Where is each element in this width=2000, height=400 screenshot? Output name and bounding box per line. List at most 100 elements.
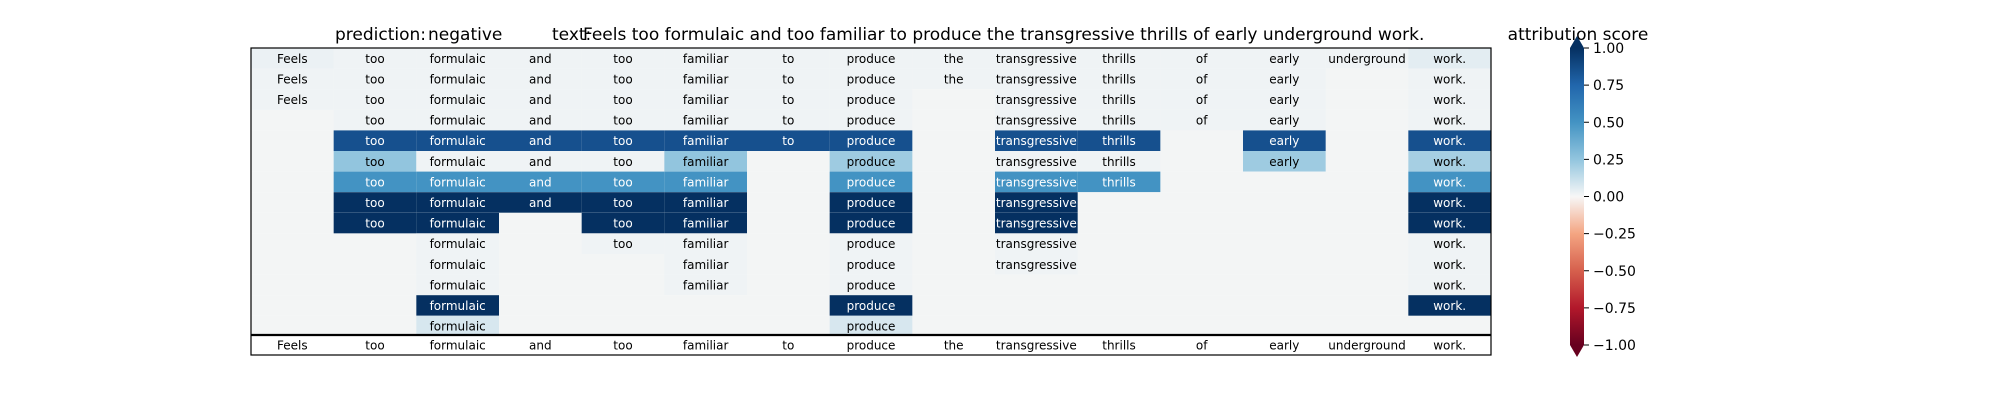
heatmap-cell-label: transgressive	[996, 196, 1077, 210]
heatmap-cell	[581, 171, 665, 193]
heatmap-cell-label: familiar	[683, 134, 729, 148]
heatmap-cell	[499, 68, 582, 90]
heatmap-cell-label: Feels	[277, 72, 308, 86]
heatmap-cell-label: produce	[847, 196, 896, 210]
bottom-row-token: produce	[847, 339, 896, 353]
heatmap-cell	[747, 89, 830, 110]
colorbar-tick-label: −0.25	[1593, 227, 1636, 243]
heatmap-cell-label: produce	[847, 299, 896, 313]
heatmap-cell	[333, 192, 417, 213]
heatmap-cell-label: formulaic	[430, 134, 486, 148]
bottom-row-token: formulaic	[430, 339, 486, 353]
heatmap-cell-label: transgressive	[996, 114, 1077, 128]
heatmap-cell-label: produce	[847, 114, 896, 128]
heatmap-cell	[995, 48, 1078, 69]
bottom-row-token: the	[944, 339, 964, 353]
bottom-row-token: Feels	[277, 339, 308, 353]
heatmap-cell	[664, 48, 747, 69]
heatmap-cell-label: transgressive	[996, 134, 1077, 148]
heatmap-cell	[747, 109, 830, 131]
prediction-value: negative	[428, 25, 502, 45]
heatmap-cell-label: produce	[847, 72, 896, 86]
heatmap-cell-label: work.	[1433, 93, 1466, 107]
heatmap-cell	[1408, 130, 1491, 151]
bottom-row-token: underground	[1328, 339, 1405, 353]
heatmap-cell-label: too	[365, 155, 384, 169]
heatmap-cell	[1408, 254, 1491, 275]
heatmap-cell-label: early	[1269, 155, 1299, 169]
colorbar-tick-label: 0.50	[1593, 115, 1624, 131]
colorbar-max-extend-arrow	[1570, 36, 1584, 48]
heatmap-cell	[664, 151, 747, 172]
bottom-row-token: and	[529, 339, 552, 353]
heatmap-cell-label: to	[782, 114, 794, 128]
heatmap-cell	[829, 254, 913, 275]
heatmap-cell	[416, 171, 499, 193]
colorbar-tick-label: 0.75	[1593, 78, 1624, 94]
heatmap-cell	[251, 48, 334, 69]
heatmap-cell	[664, 171, 747, 193]
heatmap-cell-label: too	[365, 217, 384, 231]
heatmap-cell-label: to	[782, 52, 794, 66]
heatmap-cell	[1243, 48, 1326, 69]
heatmap-cell-label: and	[529, 155, 552, 169]
heatmap-cell-label: work.	[1433, 52, 1466, 66]
heatmap-cell	[829, 274, 913, 296]
heatmap-cell	[499, 192, 582, 213]
heatmap-cell-label: early	[1269, 52, 1299, 66]
heatmap-cell-label: formulaic	[430, 114, 486, 128]
heatmap-cell-label: too	[365, 52, 384, 66]
heatmap-cell	[1243, 89, 1326, 110]
heatmap-cell-label: of	[1196, 93, 1208, 107]
bottom-row-token: thrills	[1102, 339, 1136, 353]
heatmap-cell	[1077, 130, 1161, 151]
heatmap-cell	[581, 68, 665, 90]
heatmap-cell	[829, 315, 913, 337]
heatmap-cell	[995, 109, 1078, 131]
heatmap-cell-label: too	[613, 134, 632, 148]
heatmap-cell	[416, 151, 499, 172]
heatmap-cell-label: produce	[847, 217, 896, 231]
heatmap-cell-label: too	[613, 114, 632, 128]
heatmap-cell-label: produce	[847, 175, 896, 189]
heatmap-cell-label: formulaic	[430, 72, 486, 86]
heatmap-cell	[912, 48, 995, 69]
heatmap-cell	[1077, 68, 1161, 90]
heatmap-cell	[664, 233, 747, 254]
heatmap-cell-label: work.	[1433, 72, 1466, 86]
colorbar-tick-label: −0.75	[1593, 301, 1636, 317]
heatmap-cell-label: thrills	[1102, 114, 1136, 128]
heatmap-cell	[499, 48, 582, 69]
heatmap-cell-label: familiar	[683, 52, 729, 66]
colorbar-title: attribution score	[1508, 25, 1649, 45]
heatmap-cell	[416, 48, 499, 69]
heatmap-cell	[416, 130, 499, 151]
heatmap-cell-label: formulaic	[430, 320, 486, 334]
heatmap-cell	[1160, 48, 1243, 69]
heatmap-cell	[1243, 130, 1326, 151]
heatmap-cell-label: thrills	[1102, 52, 1136, 66]
heatmap-cell-label: work.	[1433, 196, 1466, 210]
heatmap-cell	[1408, 68, 1491, 90]
heatmap-cell	[1325, 48, 1409, 69]
heatmap-cell	[333, 130, 417, 151]
heatmap-cell	[499, 130, 582, 151]
colorbar-tick-label: −1.00	[1593, 338, 1636, 354]
heatmap-cell-label: too	[365, 93, 384, 107]
heatmap-cell	[1408, 171, 1491, 193]
heatmap-cell-label: to	[782, 134, 794, 148]
heatmap-cell-label: familiar	[683, 175, 729, 189]
heatmap-cell-label: work.	[1433, 155, 1466, 169]
heatmap-cell-label: and	[529, 175, 552, 189]
heatmap-cell	[747, 48, 830, 69]
bottom-row-token: of	[1196, 339, 1208, 353]
colorbar-min-extend-arrow	[1570, 345, 1584, 357]
heatmap-cell	[1160, 68, 1243, 90]
heatmap-cell-label: thrills	[1102, 134, 1136, 148]
heatmap-cell	[1160, 89, 1243, 110]
heatmap-cell-label: transgressive	[996, 237, 1077, 251]
heatmap-cell-label: familiar	[683, 196, 729, 210]
bottom-row-token: to	[782, 339, 794, 353]
heatmap-cell-label: the	[944, 52, 964, 66]
heatmap-cell-label: produce	[847, 155, 896, 169]
